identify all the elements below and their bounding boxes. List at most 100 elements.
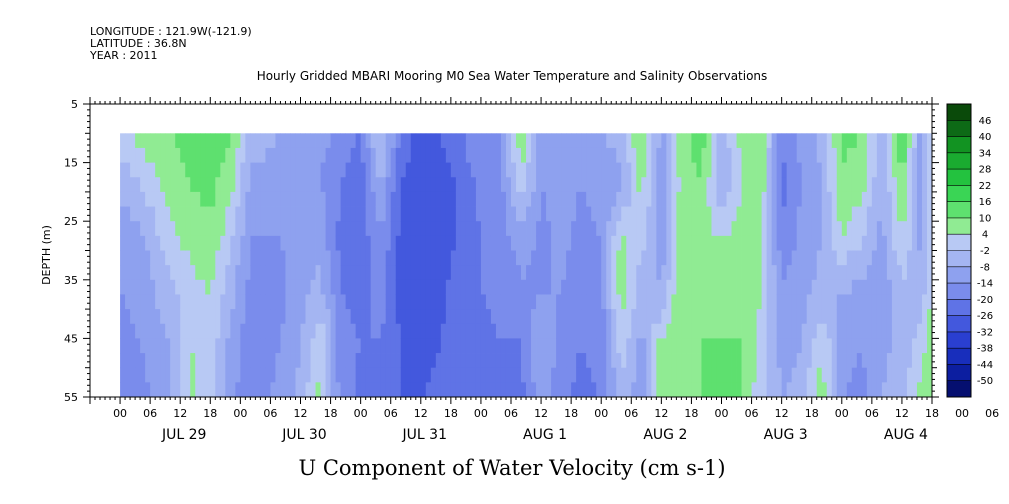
- heatmap-cell: [906, 309, 913, 325]
- heatmap-cell: [691, 323, 697, 339]
- heatmap-cell: [891, 177, 898, 193]
- heatmap-cell: [215, 177, 221, 193]
- heatmap-cell: [280, 367, 286, 383]
- colorbar-label: 28: [979, 165, 992, 176]
- heatmap-cell: [886, 382, 893, 398]
- heatmap-cell: [295, 309, 301, 325]
- heatmap-cell: [736, 191, 742, 207]
- heatmap-cell: [886, 147, 893, 163]
- heatmap-cell: [661, 265, 667, 281]
- heatmap-cell: [731, 338, 737, 354]
- heatmap-cell: [881, 206, 888, 222]
- heatmap-cell: [450, 162, 457, 178]
- heatmap-cell: [450, 250, 457, 266]
- heatmap-cell: [656, 162, 662, 178]
- heatmap-cell: [345, 147, 352, 163]
- heatmap-cell: [235, 191, 241, 207]
- heatmap-cell: [265, 367, 271, 383]
- heatmap-cell: [305, 279, 311, 295]
- heatmap-cell: [325, 382, 331, 398]
- heatmap-cell: [526, 323, 532, 339]
- heatmap-cell: [601, 162, 607, 178]
- heatmap-cell: [671, 250, 677, 266]
- heatmap-cell: [806, 382, 813, 398]
- heatmap-cell: [781, 265, 788, 281]
- heatmap-cell: [691, 250, 697, 266]
- heatmap-cell: [791, 235, 798, 251]
- heatmap-cell: [596, 309, 602, 325]
- heatmap-cell: [586, 221, 592, 237]
- heatmap-cell: [526, 353, 532, 369]
- heatmap-cell: [200, 133, 206, 149]
- heatmap-cell: [300, 250, 306, 266]
- heatmap-cell: [856, 191, 863, 207]
- heatmap-cell: [480, 191, 487, 207]
- heatmap-cell: [180, 265, 186, 281]
- heatmap-cell: [280, 250, 286, 266]
- heatmap-cell: [526, 309, 532, 325]
- heatmap-cell: [586, 294, 592, 310]
- heatmap-cell: [811, 147, 818, 163]
- heatmap-cell: [721, 250, 727, 266]
- heatmap-cell: [230, 221, 236, 237]
- heatmap-cell: [455, 338, 462, 354]
- heatmap-cell: [170, 323, 176, 339]
- heatmap-cell: [641, 206, 647, 222]
- heatmap-cell: [310, 309, 316, 325]
- colorbar-bin: [947, 250, 971, 268]
- heatmap-cell: [671, 338, 677, 354]
- heatmap-cell: [385, 338, 392, 354]
- heatmap-cell: [415, 265, 422, 281]
- heatmap-cell: [270, 309, 276, 325]
- heatmap-cell: [260, 191, 266, 207]
- heatmap-cell: [656, 353, 662, 369]
- heatmap-cell: [781, 353, 788, 369]
- heatmap-cell: [776, 235, 783, 251]
- heatmap-cell: [746, 206, 752, 222]
- heatmap-cell: [350, 353, 357, 369]
- heatmap-cell: [776, 279, 783, 295]
- heatmap-cell: [876, 191, 883, 207]
- heatmap-cell: [846, 279, 853, 295]
- heatmap-cell: [671, 191, 677, 207]
- heatmap-cell: [365, 191, 372, 207]
- heatmap-cell: [731, 353, 737, 369]
- heatmap-cell: [856, 323, 863, 339]
- heatmap-cell: [320, 367, 326, 383]
- heatmap-cell: [566, 162, 572, 178]
- heatmap-cell: [225, 265, 231, 281]
- heatmap-cell: [355, 279, 362, 295]
- heatmap-cell: [205, 206, 211, 222]
- heatmap-cell: [781, 323, 788, 339]
- heatmap-cell: [596, 367, 602, 383]
- heatmap-cell: [310, 338, 316, 354]
- heatmap-cell: [435, 309, 442, 325]
- heatmap-cell: [410, 294, 417, 310]
- heatmap-cell: [465, 206, 472, 222]
- heatmap-cell: [150, 338, 156, 354]
- heatmap-cell: [380, 221, 387, 237]
- heatmap-cell: [551, 367, 557, 383]
- heatmap-cell: [170, 279, 176, 295]
- heatmap-cell: [871, 177, 878, 193]
- heatmap-cell: [270, 338, 276, 354]
- heatmap-cell: [911, 367, 918, 383]
- heatmap-cell: [195, 162, 201, 178]
- heatmap-cell: [175, 133, 181, 149]
- colorbar-label: 10: [979, 213, 992, 224]
- heatmap-cell: [616, 338, 622, 354]
- heatmap-cell: [475, 294, 482, 310]
- heatmap-cell: [450, 206, 457, 222]
- heatmap-cell: [581, 382, 587, 398]
- heatmap-cell: [621, 323, 627, 339]
- heatmap-cell: [706, 367, 712, 383]
- heatmap-cell: [310, 367, 316, 383]
- heatmap-cell: [325, 133, 331, 149]
- heatmap-cell: [541, 221, 547, 237]
- heatmap-cell: [425, 147, 432, 163]
- heatmap-cell: [310, 250, 316, 266]
- heatmap-cell: [145, 133, 151, 149]
- heatmap-cell: [801, 162, 808, 178]
- heatmap-cell: [596, 250, 602, 266]
- heatmap-cell: [656, 221, 662, 237]
